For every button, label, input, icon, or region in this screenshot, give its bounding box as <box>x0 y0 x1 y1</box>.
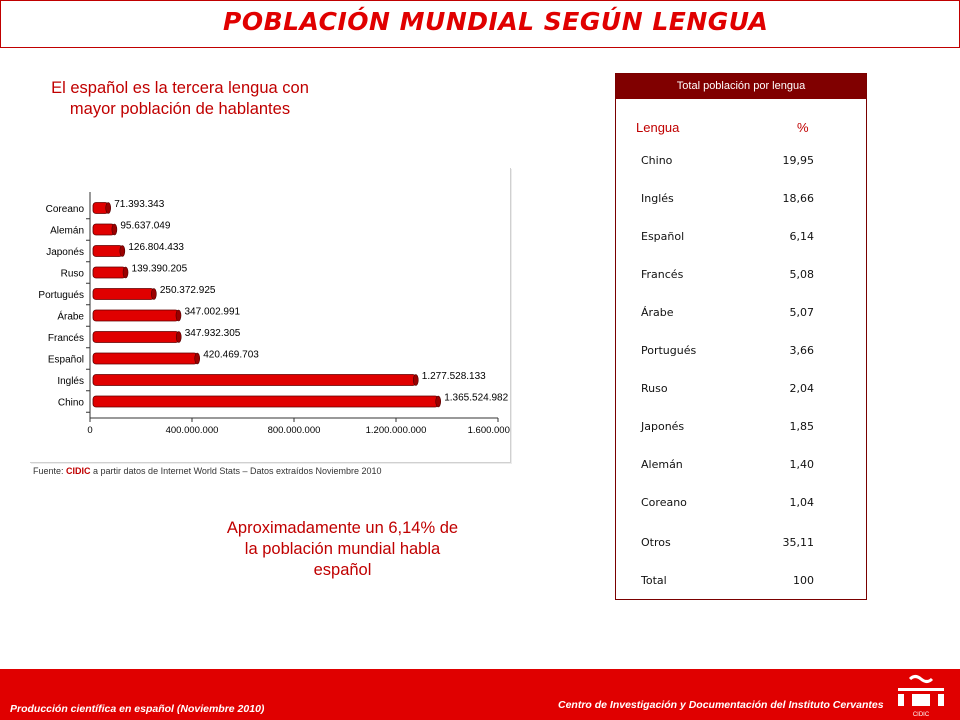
data-label: 250.372.925 <box>160 285 216 296</box>
footer-left-text: Producción científica en español (Noviem… <box>10 703 265 715</box>
bar-chart-frame: 0 400.000.000 800.000.000 1.200.000.000 1.60… <box>30 168 511 463</box>
cervantes-logo-icon: CIDIC <box>890 672 952 720</box>
y-category-label: Coreano <box>46 204 85 215</box>
y-category-label: Portugués <box>38 290 84 301</box>
table-row: Español 6,14 <box>616 230 866 246</box>
table-cell-lengua: Alemán <box>641 458 683 471</box>
bar-end-cap <box>111 223 118 236</box>
table-row: Árabe 5,07 <box>616 306 866 322</box>
data-label: 1.277.528.133 <box>422 371 486 382</box>
table-cell-percent: 2,04 <box>789 382 815 395</box>
table-row: Francés 5,08 <box>616 268 866 284</box>
headline-text: El español es la tercera lengua con mayo… <box>51 79 309 118</box>
bar <box>92 266 126 279</box>
bar-end-cap <box>122 266 129 279</box>
y-category-label: Ruso <box>61 269 85 280</box>
table-row: Total 100 <box>616 574 866 590</box>
page-title: POBLACIÓN MUNDIAL SEGÚN LENGUA <box>223 7 769 36</box>
population-table: Total población por lengua Lengua % Chin… <box>615 73 867 600</box>
data-label: 347.932.305 <box>185 328 241 339</box>
bar <box>92 288 155 300</box>
data-label: 126.804.433 <box>128 242 184 253</box>
table-row: Portugués 3,66 <box>616 344 866 360</box>
logo-text: CIDIC <box>913 712 930 718</box>
source-note: Fuente: CIDIC a partir datos de Internet… <box>33 466 382 476</box>
x-tick-label: 800.000.000 <box>268 425 321 436</box>
y-category-label: Inglés <box>57 376 84 387</box>
source-highlight: CIDIC <box>66 466 91 476</box>
table-cell-percent: 1,85 <box>789 420 815 433</box>
y-category-label: Chino <box>58 398 85 409</box>
bar-end-cap <box>105 202 112 214</box>
column-header-percent: % <box>797 120 809 135</box>
table-cell-percent: 1,04 <box>789 496 815 509</box>
table-row: Japonés 1,85 <box>616 420 866 436</box>
x-tick-label: 1.600.000.000 <box>468 425 510 436</box>
bar-end-cap <box>151 288 157 300</box>
table-cell-lengua: Otros <box>641 536 671 549</box>
table-cell-lengua: Chino <box>641 154 673 167</box>
column-header-lengua: Lengua <box>636 120 680 135</box>
table-cell-lengua: Francés <box>641 268 684 281</box>
x-tick-label: 0 <box>87 425 92 436</box>
x-tick-label: 400.000.000 <box>166 425 219 436</box>
table-cell-lengua: Portugués <box>641 344 697 357</box>
table-row: Inglés 18,66 <box>616 192 866 208</box>
source-rest: a partir datos de Internet World Stats –… <box>90 466 382 476</box>
data-label: 95.637.049 <box>120 221 170 232</box>
bar <box>92 245 123 257</box>
bar <box>92 374 417 386</box>
bar-end-cap <box>119 245 126 257</box>
table-cell-percent: 18,66 <box>782 192 815 205</box>
table-cell-percent: 5,08 <box>789 268 815 281</box>
bar <box>92 331 180 343</box>
title-bar: POBLACIÓN MUNDIAL SEGÚN LENGUA <box>0 0 960 48</box>
y-category-label: Francés <box>48 333 84 344</box>
table-row: Coreano 1,04 <box>616 496 866 512</box>
table-cell-lengua: Inglés <box>641 192 674 205</box>
bar-end-cap <box>412 374 419 386</box>
table-cell-lengua: Árabe <box>641 306 674 319</box>
y-category-label: Japonés <box>46 247 84 258</box>
table-header: Total población por lengua <box>616 74 866 99</box>
table-row: Otros 35,11 <box>616 536 866 552</box>
footer-right-text: Centro de Investigación y Documentación … <box>558 699 884 711</box>
bar <box>92 352 198 365</box>
table-cell-lengua: Ruso <box>641 382 668 395</box>
y-category-label: Alemán <box>50 226 84 237</box>
table-cell-percent: 6,14 <box>789 230 815 243</box>
y-category-label: Español <box>48 355 84 366</box>
table-cell-lengua: Total <box>641 574 667 587</box>
table-cell-percent: 100 <box>793 574 814 587</box>
table-cell-percent: 1,40 <box>789 458 815 471</box>
table-cell-percent: 19,95 <box>782 154 815 167</box>
table-cell-lengua: Español <box>641 230 685 243</box>
table-cell-percent: 3,66 <box>789 344 815 357</box>
data-label: 1.365.524.982 <box>444 393 508 404</box>
table-row: Ruso 2,04 <box>616 382 866 398</box>
x-tick-label: 1.200.000.000 <box>366 425 427 436</box>
bar-end-cap <box>435 395 442 408</box>
bar-end-cap <box>194 352 201 365</box>
source-prefix: Fuente: <box>33 466 67 476</box>
table-cell-lengua: Coreano <box>641 496 687 509</box>
data-label: 71.393.343 <box>114 199 164 210</box>
bar-end-cap <box>175 309 182 322</box>
data-label: 139.390.205 <box>132 264 188 275</box>
approx-text: Aproximadamente un 6,14% de la población… <box>226 519 459 579</box>
table-cell-percent: 35,11 <box>782 536 815 549</box>
footer-bar: Producción científica en español (Noviem… <box>0 669 960 720</box>
table-row: Alemán 1,40 <box>616 458 866 474</box>
bar <box>92 395 439 408</box>
data-label: 420.469.703 <box>203 350 259 361</box>
bar <box>92 309 179 322</box>
bar <box>92 223 115 236</box>
bar-chart: 0 400.000.000 800.000.000 1.200.000.000 1.60… <box>38 192 510 436</box>
bar-end-cap <box>175 331 182 343</box>
table-cell-percent: 5,07 <box>789 306 815 319</box>
data-label: 347.002.991 <box>184 307 240 318</box>
y-category-label: Árabe <box>57 310 84 323</box>
table-cell-lengua: Japonés <box>641 420 685 433</box>
table-row: Chino 19,95 <box>616 154 866 170</box>
